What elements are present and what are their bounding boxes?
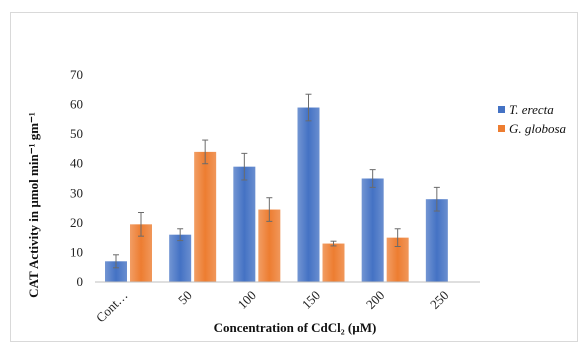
y-tick-label: 40: [70, 156, 83, 171]
bar-1-1: [194, 151, 217, 282]
x-tick-label: 250: [427, 288, 451, 312]
y-tick-label: 10: [70, 244, 83, 259]
x-tick-label: 200: [363, 288, 387, 312]
bar-1-4: [386, 237, 409, 282]
legend-label: G. globosa: [509, 121, 567, 136]
bar-0-5: [425, 199, 448, 282]
bar-1-0: [130, 224, 152, 282]
legend-swatch: [498, 125, 505, 132]
y-tick-label: 0: [77, 274, 84, 289]
chart-frame: [10, 12, 578, 342]
bar-0-2: [233, 166, 256, 282]
y-tick-label: 70: [70, 67, 83, 82]
bar-1-2: [258, 209, 281, 282]
y-tick-label: 30: [70, 185, 83, 200]
bar-0-3: [297, 107, 320, 283]
legend-swatch: [498, 106, 505, 113]
y-axis-title: CAT Activity in µmol min⁻¹ gm⁻¹: [26, 112, 41, 298]
bar-0-4: [361, 178, 384, 282]
y-tick-label: 60: [70, 97, 83, 112]
y-tick-label: 20: [70, 215, 83, 230]
legend: T. erecta G. globosa: [498, 102, 567, 136]
y-tick-label: 50: [70, 126, 83, 141]
x-tick-label: Cont…: [93, 288, 131, 326]
x-tick-label: 100: [235, 288, 259, 312]
bar-1-3: [322, 243, 345, 282]
x-tick-label: 150: [299, 288, 323, 312]
bar-0-0: [105, 261, 127, 282]
bar-0-1: [169, 234, 192, 282]
legend-label: T. erecta: [509, 102, 554, 117]
y-axis-ticks: 0 10 20 30 40 50 60 70: [70, 67, 83, 289]
x-tick-label: 50: [175, 288, 195, 308]
bars: [105, 93, 448, 283]
x-axis-title: Concentration of CdCl₂ (µM): [214, 320, 377, 335]
